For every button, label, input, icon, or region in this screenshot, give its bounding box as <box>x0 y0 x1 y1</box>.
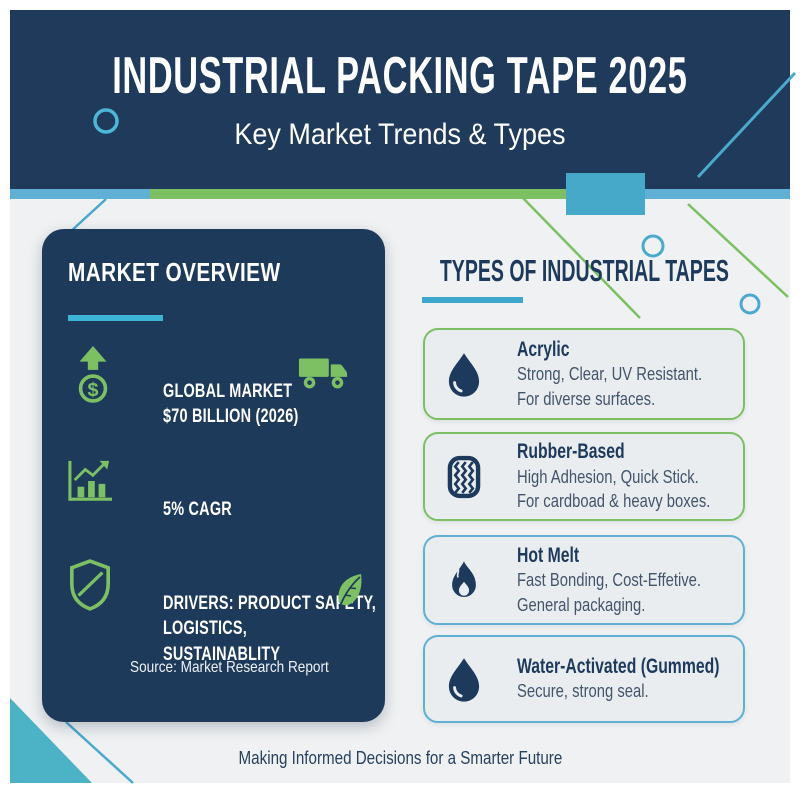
tape-description: Fast Bonding, Cost-Effetive. General pac… <box>517 569 701 615</box>
tape-name: Water-Activated (Gummed) <box>517 655 720 679</box>
shield-icon <box>70 559 110 611</box>
tape-description: High Adhesion, Quick Stick. For cardboad… <box>517 465 711 512</box>
svg-text:$: $ <box>88 379 99 401</box>
types-section-title: TYPES OF INDUSTRIAL TAPES <box>439 253 729 288</box>
market-item-text: 5% CAGR <box>162 497 232 520</box>
truck-icon <box>298 358 348 389</box>
market-item-text: DRIVERS: PRODUCT SAFETY, LOGISTICS, SUST… <box>162 591 376 666</box>
tape-name: Hot Melt <box>517 543 580 567</box>
tape-card-water-activated: Water-Activated (Gummed) Secure, strong … <box>423 635 745 723</box>
flame-icon <box>439 558 489 602</box>
market-item-text: GLOBAL MARKET $70 BILLION (2026) <box>162 379 299 428</box>
bar-chart-growth-icon <box>68 460 112 501</box>
teal-accent-square <box>566 173 645 215</box>
market-overview-title: MARKET OVERVIEW <box>68 257 281 287</box>
tape-card-hot-melt: Hot Melt Fast Bonding, Cost-Effetive. Ge… <box>423 535 745 625</box>
tape-card-rubber-based: Rubber-Based High Adhesion, Quick Stick.… <box>423 432 745 521</box>
stripe-green <box>150 189 566 199</box>
dollar-growth-icon: $ <box>78 346 108 403</box>
tape-name: Rubber-Based <box>517 440 625 464</box>
stripe-blue-left <box>10 189 150 199</box>
footer-tagline: Making Informed Decisions for a Smarter … <box>238 747 562 768</box>
leaf-icon <box>338 574 362 607</box>
droplet-icon <box>439 351 489 397</box>
tape-card-acrylic: Acrylic Strong, Clear, UV Resistant. For… <box>423 328 745 420</box>
source-note: Source: Market Research Report <box>130 659 329 676</box>
title-underline <box>422 297 523 303</box>
tire-icon <box>439 455 489 499</box>
market-overview-panel: MARKET OVERVIEW $ GLOBAL MARKET $70 BILL… <box>42 229 385 722</box>
droplet-icon <box>439 656 489 702</box>
tape-description: Secure, strong seal. <box>517 680 649 702</box>
tape-name: Acrylic <box>517 337 570 361</box>
title-underline <box>68 315 163 321</box>
page-subtitle: Key Market Trends & Types <box>234 118 566 151</box>
page-title: INDUSTRIAL PACKING TAPE 2025 <box>112 47 688 105</box>
stripe-blue-right <box>566 189 790 199</box>
header-banner: INDUSTRIAL PACKING TAPE 2025 Key Market … <box>10 10 790 189</box>
tape-description: Strong, Clear, UV Resistant. For diverse… <box>517 363 703 409</box>
